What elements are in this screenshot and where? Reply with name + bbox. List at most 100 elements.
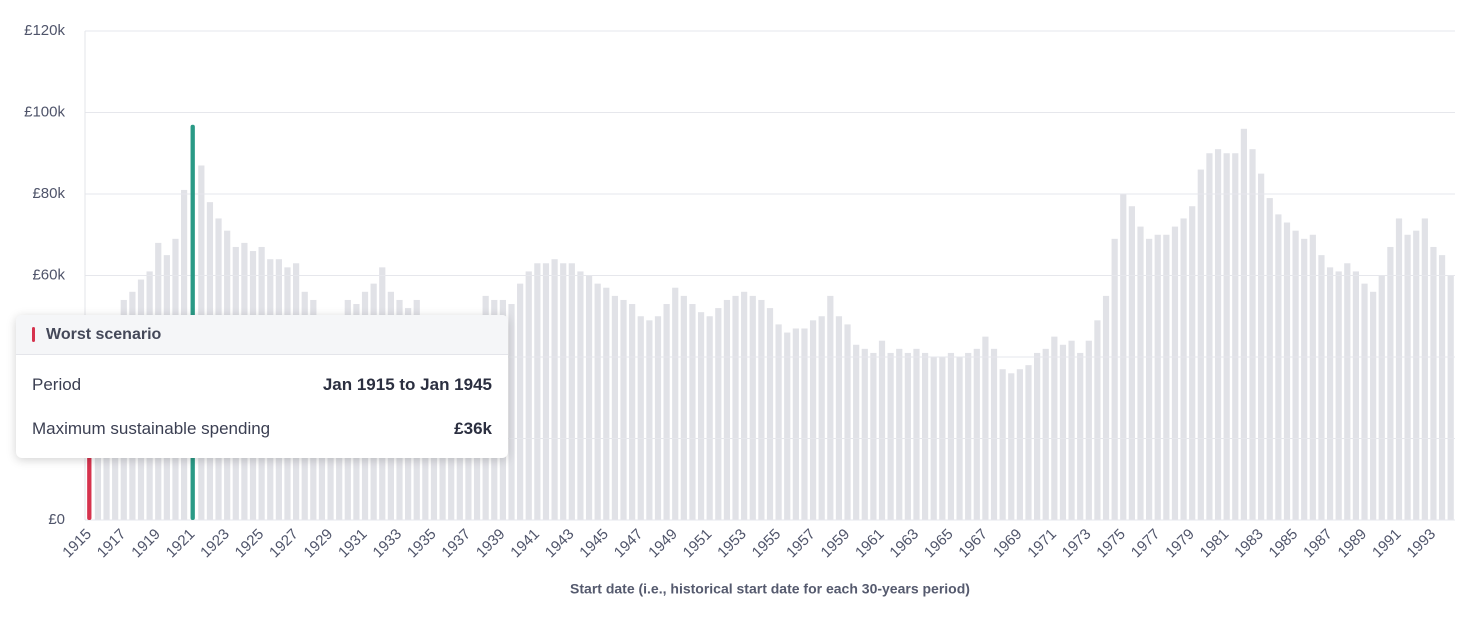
tooltip-value: £36k [454, 419, 492, 438]
bar [1232, 153, 1239, 520]
bar [921, 352, 929, 520]
bar [1206, 153, 1213, 520]
bar [844, 324, 851, 520]
x-tick-label: 1953 [714, 526, 750, 562]
bar [758, 299, 765, 520]
x-tick-label: 1969 [990, 526, 1026, 562]
tooltip-label: Period [32, 375, 82, 394]
bar [603, 287, 610, 520]
bar [827, 295, 834, 520]
bar [715, 308, 722, 520]
bar [1438, 255, 1446, 520]
x-tick-label: 1961 [852, 526, 888, 562]
x-tick-label: 1933 [370, 526, 406, 562]
bar [1085, 340, 1092, 520]
tooltip-row: Period Jan 1915 to Jan 1945 [16, 363, 508, 407]
x-tick-label: 1979 [1162, 526, 1198, 562]
bar [1077, 352, 1084, 520]
bar [1068, 340, 1075, 520]
y-tick-label: £100k [24, 103, 65, 120]
x-tick-label: 1955 [749, 526, 785, 562]
bar [1275, 214, 1282, 520]
bar [1008, 373, 1015, 520]
bar [1189, 206, 1196, 520]
x-tick-label: 1927 [266, 526, 302, 562]
bar [947, 352, 955, 520]
bar [646, 320, 653, 520]
tooltip-title: Worst scenario [46, 325, 162, 343]
x-tick-label: 1987 [1300, 526, 1336, 562]
x-tick-label: 1991 [1369, 526, 1405, 562]
bar [1171, 226, 1179, 520]
bar [887, 352, 894, 520]
bar [896, 348, 903, 520]
x-tick-label: 1971 [1024, 526, 1060, 562]
bar [1318, 255, 1325, 520]
bar [723, 299, 731, 520]
x-tick-label: 1921 [163, 526, 199, 562]
bar [1146, 238, 1153, 520]
x-tick-label: 1989 [1335, 526, 1371, 562]
bar [654, 316, 662, 520]
x-tick-label: 1939 [473, 526, 509, 562]
bar [1421, 218, 1428, 520]
y-tick-label: £120k [24, 22, 65, 39]
bar [1447, 275, 1454, 520]
bar [835, 316, 843, 520]
x-tick-label: 1943 [542, 526, 578, 562]
x-tick-label: 1983 [1231, 526, 1267, 562]
bar [784, 332, 791, 520]
bar [973, 348, 980, 520]
bar [1214, 149, 1222, 521]
bar [775, 324, 782, 520]
tooltip-label: Maximum sustainable spending [32, 419, 271, 438]
bar [1413, 230, 1420, 521]
bar [629, 304, 636, 520]
bar [870, 352, 877, 520]
x-tick-label: 1993 [1403, 526, 1439, 562]
bar [1309, 234, 1316, 520]
tooltip-header: Worst scenario [16, 315, 508, 355]
bar [1258, 173, 1265, 520]
x-tick-label: 1951 [680, 526, 716, 562]
bar [809, 320, 817, 520]
bar [766, 308, 774, 520]
bar [508, 304, 515, 520]
bar [1335, 271, 1342, 520]
bar [568, 263, 575, 520]
bar [1094, 320, 1101, 520]
x-tick-label: 1957 [783, 526, 819, 562]
bar [801, 328, 808, 520]
bar [878, 340, 886, 520]
x-tick-label: 1977 [1128, 526, 1164, 562]
bar [1249, 149, 1256, 521]
bar [861, 348, 868, 520]
bar [1025, 365, 1032, 520]
bar [965, 352, 972, 520]
bar [1395, 218, 1403, 520]
bar [1370, 291, 1377, 520]
bar [1051, 336, 1058, 520]
x-tick-label: 1947 [611, 526, 647, 562]
bar [1059, 344, 1067, 520]
bar [517, 283, 524, 520]
x-tick-label: 1931 [335, 526, 371, 562]
x-tick-label: 1959 [818, 526, 854, 562]
x-tick-label: 1917 [94, 526, 130, 562]
x-tick-label: 1963 [886, 526, 922, 562]
bar [697, 312, 705, 520]
x-tick-label: 1985 [1266, 526, 1302, 562]
bar [1042, 348, 1049, 520]
bar [1163, 234, 1170, 520]
tooltip-row: Maximum sustainable spending £36k [16, 407, 508, 451]
bar [1404, 234, 1411, 520]
bar [637, 316, 644, 520]
x-tick-label: 1967 [955, 526, 991, 562]
x-tick-label: 1929 [301, 526, 337, 562]
bar [1128, 206, 1135, 520]
x-tick-label: 1945 [576, 526, 612, 562]
tooltip-marker [32, 327, 35, 342]
bar [663, 304, 670, 520]
bar [689, 304, 696, 520]
